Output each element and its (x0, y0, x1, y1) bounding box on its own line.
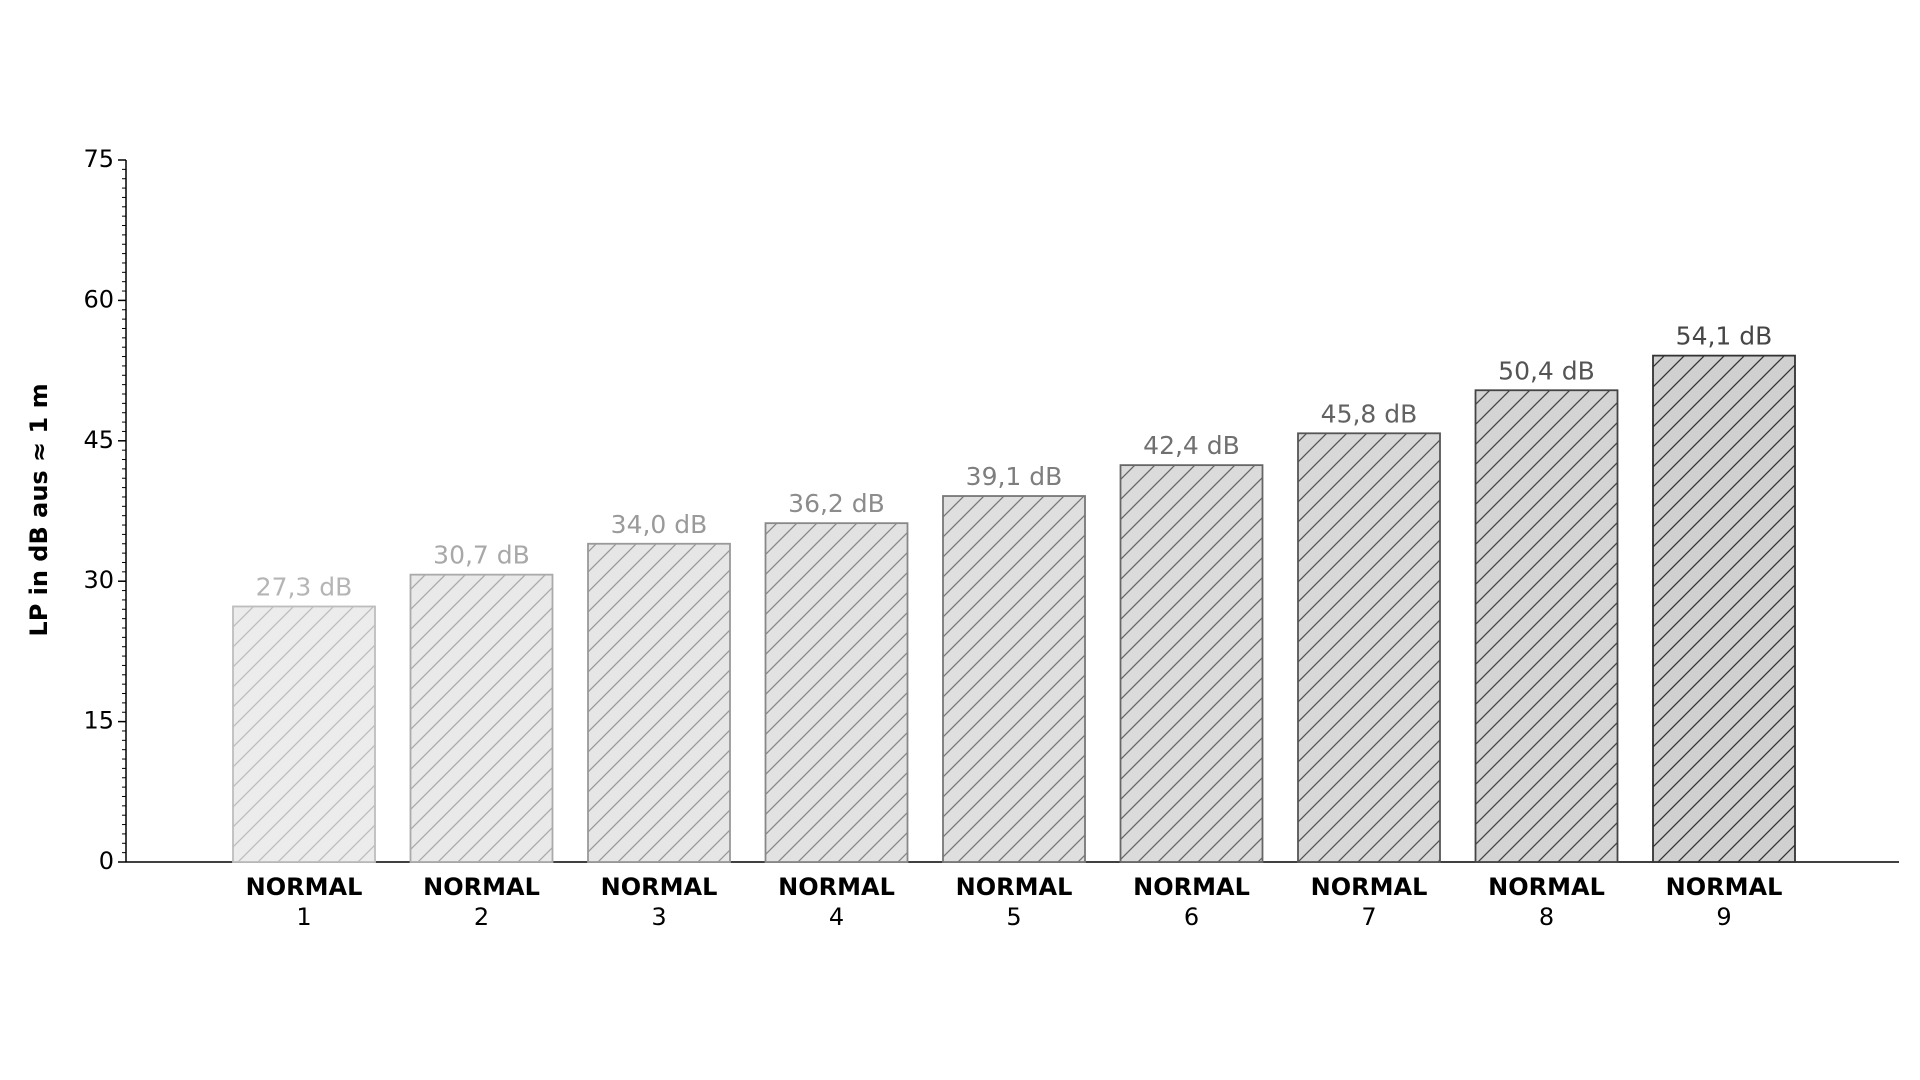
y-tick-label: 15 (83, 707, 114, 735)
bar (1297, 432, 1441, 863)
y-axis-label: LP in dB aus ≈ 1 m (25, 383, 53, 636)
y-tick-label: 45 (83, 426, 114, 454)
bar (409, 573, 554, 863)
x-tick-label: NORMAL 6 (1133, 873, 1250, 931)
y-tick-label: 75 (83, 145, 114, 173)
bar (1119, 464, 1264, 863)
value-label: 36,2 dB (788, 489, 885, 518)
bar (587, 542, 731, 863)
x-tick-label: NORMAL 1 (246, 873, 363, 931)
y-tick-label: 30 (83, 566, 114, 594)
x-tick-label: NORMAL 9 (1666, 873, 1783, 931)
x-tick-label: NORMAL 3 (601, 873, 718, 931)
y-tick-label: 60 (83, 285, 114, 313)
value-label: 50,4 dB (1498, 356, 1595, 385)
bar (764, 522, 909, 863)
value-label: 54,1 dB (1676, 322, 1773, 351)
value-label: 45,8 dB (1321, 399, 1418, 428)
x-tick-label: NORMAL 7 (1311, 873, 1428, 931)
value-label: 39,1 dB (966, 462, 1063, 491)
value-label: 30,7 dB (433, 541, 530, 570)
value-label: 27,3 dB (256, 572, 353, 601)
x-tick-label: NORMAL 8 (1488, 873, 1605, 931)
bar (232, 605, 376, 863)
x-tick-label: NORMAL 5 (956, 873, 1073, 931)
x-tick-label: NORMAL 4 (778, 873, 895, 931)
bar (1652, 354, 1796, 863)
value-label: 34,0 dB (611, 510, 708, 539)
bar (942, 495, 1086, 863)
x-tick-label: NORMAL 2 (423, 873, 540, 931)
value-label: 42,4 dB (1143, 431, 1240, 460)
y-tick-label: 0 (99, 847, 114, 875)
bar (1474, 389, 1619, 863)
